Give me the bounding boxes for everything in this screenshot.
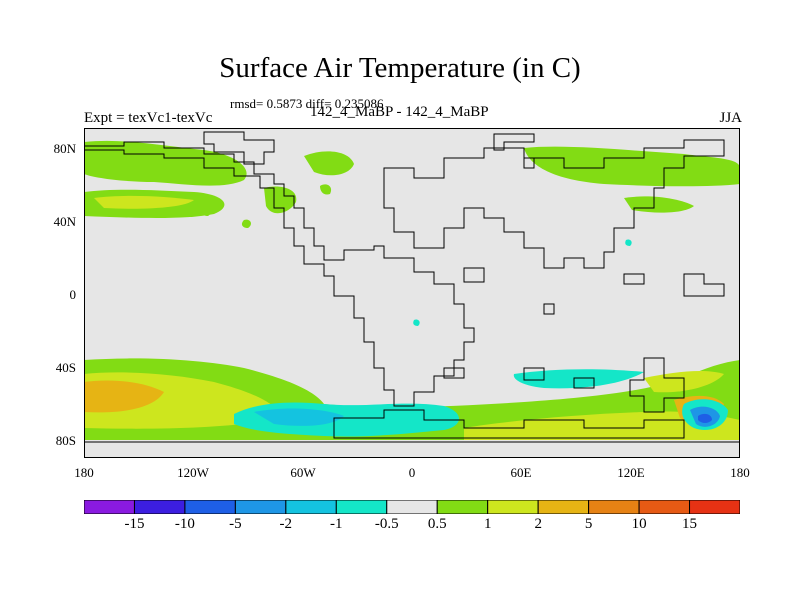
continent-outlines [84, 131, 740, 443]
lon-tick-180w: 180 [74, 465, 94, 480]
colorbar-swatch [386, 500, 438, 514]
colorbar-swatch [436, 500, 489, 514]
colorbar-label: 2 [534, 516, 542, 532]
colorbar-swatch [285, 500, 337, 514]
colorbar-label: -2 [279, 516, 293, 532]
map-title: Surface Air Temperature (in C) [219, 52, 581, 84]
colorbar-swatch [638, 500, 691, 514]
lon-tick-60w: 60W [290, 465, 316, 480]
colorbar-swatch [184, 500, 236, 514]
lat-tick-0: 0 [69, 287, 77, 302]
colorbar-swatch [588, 500, 640, 514]
map-panel [84, 128, 740, 458]
map-frame [84, 128, 740, 458]
colorbar-label: 5 [584, 516, 593, 532]
lat-tick-80n: 80N [53, 141, 76, 156]
positive-anomaly-north [84, 140, 740, 228]
experiment-label: Expt = texVc1-texVc [84, 110, 213, 126]
subtitle-label: 142_4_MaBP - 142_4_MaBP [310, 104, 489, 120]
colorbar-label: -5 [229, 516, 242, 532]
negative-anomaly-south [234, 239, 728, 437]
colorbar-swatch [234, 500, 287, 514]
colorbar-swatch [487, 500, 539, 514]
colorbar-label: -0.5 [374, 516, 399, 532]
colorbar-swatch [335, 500, 388, 514]
lat-tick-40n: 40N [53, 214, 76, 229]
lon-tick-120e: 120E [617, 465, 645, 480]
stats-text: rmsd= 0.5873 diff= 0.235086 [230, 96, 384, 111]
colorbar-swatch [537, 500, 590, 514]
colorbar [84, 500, 740, 514]
colorbar-swatch [133, 500, 186, 514]
colorbar-swatch [84, 500, 135, 514]
colorbar-swatch [689, 500, 740, 514]
colorbar-label: 10 [631, 516, 647, 532]
lon-tick-60e: 60E [510, 465, 532, 480]
colorbar-label: -15 [124, 516, 145, 532]
lon-tick-0: 0 [408, 465, 416, 480]
colorbar-label: 15 [682, 516, 697, 532]
colorbar-label: -1 [330, 516, 343, 532]
colorbar-label: 0.5 [427, 516, 447, 532]
lat-tick-80s: 80S [55, 433, 76, 448]
colorbar-label: 1 [483, 516, 492, 532]
lat-tick-40s: 40S [55, 360, 76, 375]
season-label: JJA [719, 110, 742, 126]
colorbar-label: -10 [174, 516, 195, 532]
lon-tick-180e: 180 [730, 465, 750, 480]
lon-tick-120w: 120W [177, 465, 209, 480]
